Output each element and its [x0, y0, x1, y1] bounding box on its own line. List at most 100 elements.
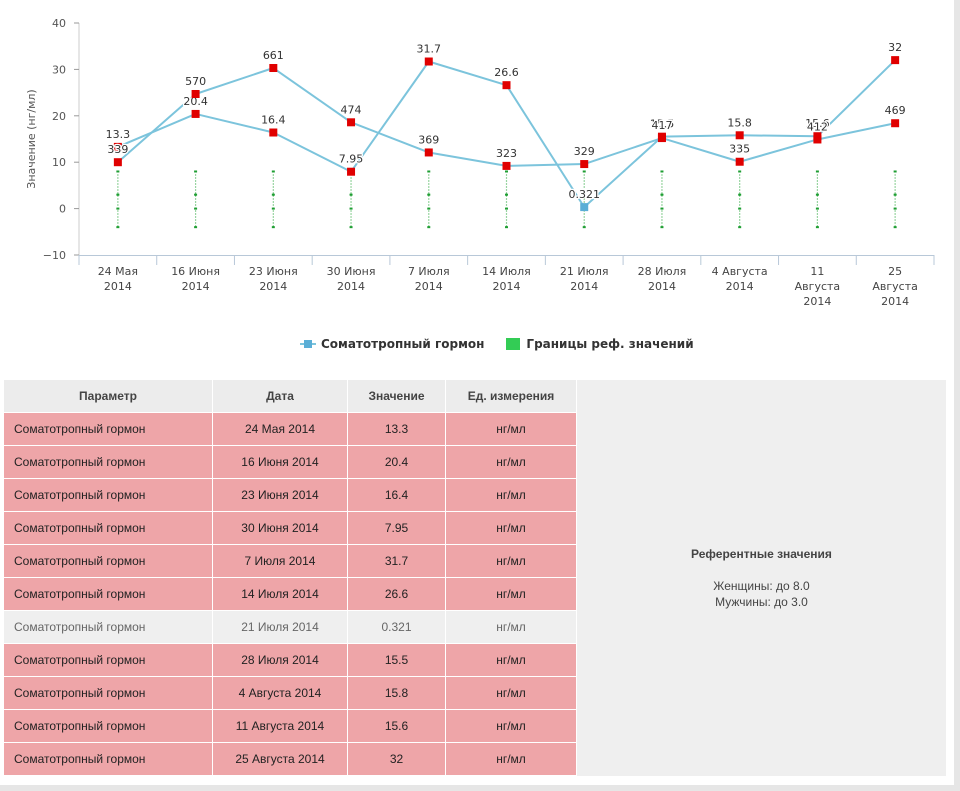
data-point: [191, 109, 200, 118]
reference-range-marker: [582, 170, 586, 173]
data-label: 16.4: [261, 114, 286, 127]
reference-range-marker: [660, 193, 664, 196]
data-label: 0.321: [568, 188, 600, 201]
data-point: [191, 89, 200, 98]
data-label: 15.6: [805, 117, 830, 130]
reference-range-marker: [427, 170, 431, 173]
table-row: Соматотропный гормон 21 Июля 2014 0.321 нг/…: [4, 610, 577, 644]
cell-param: Соматотропный гормон: [4, 742, 213, 776]
data-point: [813, 135, 822, 144]
data-label: 15.8: [727, 116, 752, 129]
x-tick-label: 25: [888, 265, 902, 278]
page-right-edge: [954, 0, 960, 791]
data-label: 417: [651, 119, 672, 132]
cell-date: 28 Июля 2014: [212, 643, 348, 677]
cell-unit: нг/мл: [445, 709, 577, 743]
data-label: 32: [888, 41, 902, 54]
data-label: 20.4: [183, 95, 208, 108]
cell-value: 32: [347, 742, 446, 776]
page-bottom-edge: [0, 785, 960, 791]
table-row: Соматотропный гормон 16 Июня 2014 20.4 нг/м…: [4, 445, 577, 479]
table-row: Соматотропный гормон 4 Августа 2014 15.8 нг…: [4, 676, 577, 710]
x-tick-label: 2014: [182, 280, 210, 293]
table-row: Соматотропный гормон 11 Августа 2014 15.6 н…: [4, 709, 577, 743]
reference-range-marker: [815, 226, 819, 229]
chart-area: 40 30 20 10 0 −10 Значение (нг/мл) 24 Мая 2014 16…: [0, 0, 960, 365]
x-tick-label: 4 Августа: [712, 265, 768, 278]
reference-panel: Референтные значения Женщины: до 8.0 Муж…: [577, 380, 946, 776]
reference-range-marker: [116, 226, 120, 229]
cell-unit: нг/мл: [445, 544, 577, 578]
cell-date: 21 Июля 2014: [212, 610, 348, 644]
data-point: [891, 119, 900, 128]
reference-range-marker: [427, 207, 431, 210]
reference-range-marker: [194, 207, 198, 210]
y-tick-label: −10: [43, 249, 66, 262]
table-row: Соматотропный гормон 14 Июля 2014 26.6 нг/м…: [4, 577, 577, 611]
x-tick-label: 24 Мая: [98, 265, 138, 278]
reference-range-marker: [738, 170, 742, 173]
legend-item-series[interactable]: Соматотропный гормон: [300, 337, 484, 351]
x-tick-label: 2014: [803, 295, 831, 308]
reference-range-marker: [116, 193, 120, 196]
data-point: [347, 118, 356, 127]
data-label: 335: [729, 143, 750, 156]
data-label: 469: [885, 104, 906, 117]
cell-unit: нг/мл: [445, 742, 577, 776]
reference-range-marker: [505, 207, 508, 210]
results-table: Параметр Дата Значение Ед. измерения Сом…: [4, 380, 577, 776]
x-tick-label: 2014: [570, 280, 598, 293]
data-label: 7.95: [339, 153, 364, 166]
data-label: 13.3: [106, 128, 131, 141]
table-row: Соматотропный гормон 7 Июля 2014 31.7 нг/мл: [4, 544, 577, 578]
x-tick-label: 2014: [881, 295, 909, 308]
reference-range-marker: [194, 226, 198, 229]
reference-range-marker: [660, 170, 664, 173]
reference-men: Мужчины: до 3.0: [715, 595, 808, 609]
cell-unit: нг/мл: [445, 412, 577, 446]
legend-series-label: Соматотропный гормон: [321, 337, 485, 351]
data-label: 661: [263, 49, 284, 62]
cell-unit: нг/мл: [445, 676, 577, 710]
data-point: [269, 128, 278, 137]
legend-item-reference[interactable]: Границы реф. значений: [506, 337, 694, 351]
data-label: 31.7: [417, 43, 442, 56]
cell-value: 15.5: [347, 643, 446, 677]
cell-unit: нг/мл: [445, 610, 577, 644]
x-tick-label: 2014: [415, 280, 443, 293]
data-label: 369: [418, 133, 439, 146]
data-point: [113, 142, 122, 151]
reference-range-marker: [815, 207, 819, 210]
data-label: 329: [574, 145, 595, 158]
table-body: Соматотропный гормон 24 Мая 2014 13.3 нг/мл…: [4, 412, 577, 776]
y-tick-label: 20: [52, 110, 66, 123]
reference-range-marker: [194, 170, 198, 173]
header-unit: Ед. измерения: [445, 380, 577, 413]
data-point: [580, 160, 589, 169]
y-tick-label: 10: [52, 156, 66, 169]
cell-date: 30 Июня 2014: [212, 511, 348, 545]
x-tick-label: 16 Июня: [171, 265, 220, 278]
cell-date: 11 Августа 2014: [212, 709, 348, 743]
data-point: [424, 57, 433, 66]
data-label: 26.6: [494, 66, 519, 79]
reference-title: Референтные значения: [691, 547, 832, 561]
reference-range-marker: [116, 170, 120, 173]
data-point: [657, 134, 666, 143]
reference-range-marker: [271, 207, 275, 210]
cell-date: 16 Июня 2014: [212, 445, 348, 479]
cell-value: 7.95: [347, 511, 446, 545]
cell-param: Соматотропный гормон: [4, 709, 213, 743]
data-label: 570: [185, 75, 206, 88]
cell-value: 15.6: [347, 709, 446, 743]
reference-range-marker: [505, 170, 508, 173]
cell-date: 25 Августа 2014: [212, 742, 348, 776]
reference-range-marker: [194, 193, 198, 196]
x-tick-label: 2014: [104, 280, 132, 293]
reference-box-icon: [506, 338, 521, 350]
table-row: Соматотропный гормон 23 Июня 2014 16.4 нг/м…: [4, 478, 577, 512]
reference-range-marker: [271, 170, 275, 173]
reference-women: Женщины: до 8.0: [713, 579, 810, 593]
reference-range-marker: [738, 193, 742, 196]
chart-legend: Соматотропный гормон Границы реф. значен…: [300, 337, 716, 351]
